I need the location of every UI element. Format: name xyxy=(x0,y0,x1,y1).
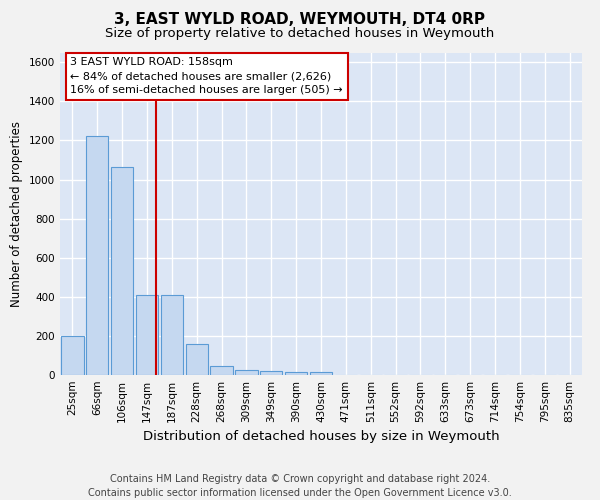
Bar xyxy=(136,295,158,375)
Bar xyxy=(260,370,283,375)
Text: Size of property relative to detached houses in Weymouth: Size of property relative to detached ho… xyxy=(106,28,494,40)
Text: 3 EAST WYLD ROAD: 158sqm
← 84% of detached houses are smaller (2,626)
16% of sem: 3 EAST WYLD ROAD: 158sqm ← 84% of detach… xyxy=(70,58,343,96)
Bar xyxy=(61,336,83,375)
Text: 3, EAST WYLD ROAD, WEYMOUTH, DT4 0RP: 3, EAST WYLD ROAD, WEYMOUTH, DT4 0RP xyxy=(115,12,485,28)
Bar xyxy=(161,295,183,375)
Bar xyxy=(111,167,133,375)
Y-axis label: Number of detached properties: Number of detached properties xyxy=(10,120,23,306)
X-axis label: Distribution of detached houses by size in Weymouth: Distribution of detached houses by size … xyxy=(143,430,499,444)
Bar xyxy=(235,370,257,375)
Bar xyxy=(285,372,307,375)
Bar xyxy=(310,372,332,375)
Bar xyxy=(211,366,233,375)
Bar xyxy=(86,136,109,375)
Bar xyxy=(185,344,208,375)
Text: Contains HM Land Registry data © Crown copyright and database right 2024.
Contai: Contains HM Land Registry data © Crown c… xyxy=(88,474,512,498)
